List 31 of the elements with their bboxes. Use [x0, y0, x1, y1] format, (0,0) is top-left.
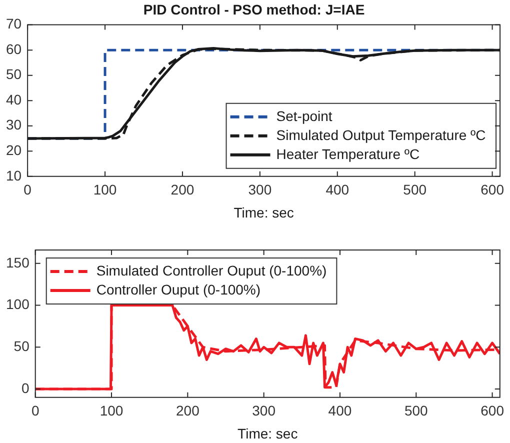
y-tick-label: 100 — [6, 296, 30, 312]
y-tick-label: 50 — [6, 66, 22, 82]
y-tick-label: 50 — [14, 338, 30, 354]
y-tick-label: 150 — [6, 254, 30, 270]
x-tick-label: 100 — [93, 182, 117, 198]
legend-label: Heater Temperature ºC — [276, 146, 420, 162]
legend-label: Set-point — [276, 108, 332, 124]
x-tick-label: 500 — [403, 182, 427, 198]
x-tick-label: 100 — [100, 402, 124, 419]
y-tick-label: 0 — [22, 380, 30, 396]
x-tick-label: 300 — [252, 402, 276, 419]
x-tick-label: 600 — [480, 402, 504, 419]
legend-label: Simulated Controller Ouput (0-100%) — [96, 262, 327, 278]
x-tick-label: 200 — [176, 402, 200, 419]
x-tick-label: 400 — [326, 182, 350, 198]
y-tick-label: 30 — [6, 116, 22, 133]
y-tick-label: 60 — [6, 40, 22, 57]
chart-title: PID Control - PSO method: J=IAE — [143, 1, 365, 18]
y-tick-label: 40 — [6, 91, 22, 108]
legend-label: Simulated Output Temperature ºC — [276, 126, 486, 143]
y-tick-label: 70 — [6, 16, 22, 32]
y-tick-label: 10 — [6, 167, 22, 184]
x-tick-label: 200 — [170, 182, 194, 198]
y-tick-label: 20 — [6, 142, 22, 158]
x-tick-label: 400 — [328, 402, 352, 419]
x-axis-title: Time: sec — [238, 425, 298, 442]
legend-label: Controller Ouput (0-100%) — [96, 281, 261, 298]
x-tick-label: 500 — [404, 402, 428, 419]
x-tick-label: 600 — [480, 182, 504, 198]
x-axis-title: Time: sec — [234, 204, 294, 220]
x-tick-label: 300 — [248, 182, 272, 198]
